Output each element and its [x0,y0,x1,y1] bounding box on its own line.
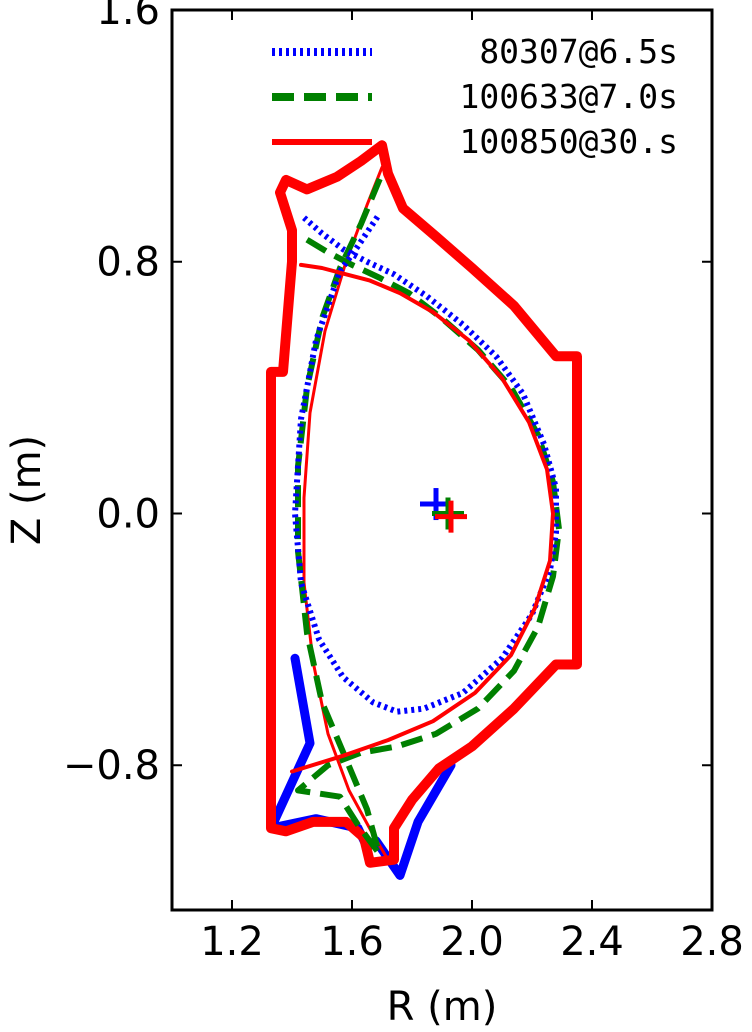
plasma-boundary-80307 [292,212,559,715]
y-tick-label: 1.6 [96,0,160,34]
axis-marker-100633@7.0s [432,497,464,530]
x-tick-label: 2.0 [440,919,504,965]
legend: 80307@6.5s 100633@7.0s 100850@30.s [272,32,678,161]
axes-frame [170,8,714,912]
y-axis-label: Z (m) [4,435,50,545]
y-tick-label: −0.8 [63,743,160,789]
x-tick-label: 1.2 [200,919,264,965]
legend-label-100850@30.s: 100850@30.s [459,122,678,161]
x-tick-label: 1.6 [320,919,384,965]
y-tick-label: 0.8 [96,240,160,286]
x-tick-label: 2.8 [680,919,744,965]
x-tick-label: 2.4 [560,919,624,965]
y-tick-label: 0.0 [96,491,160,537]
axis-marker-100850@30.s [435,500,467,533]
x-axis-label: R (m) [387,984,498,1030]
legend-label-80307@6.5s: 80307@6.5s [479,32,678,71]
plasma-boundary-100850 [290,262,555,774]
ticks: 1.2 1.6 2.0 2.4 2.8 1.6 0.8 0.0 −0.8 [63,0,744,965]
plot-area [266,140,582,880]
wall-outline-100850 [266,140,582,868]
legend-label-100633@7.0s: 100633@7.0s [459,77,678,116]
